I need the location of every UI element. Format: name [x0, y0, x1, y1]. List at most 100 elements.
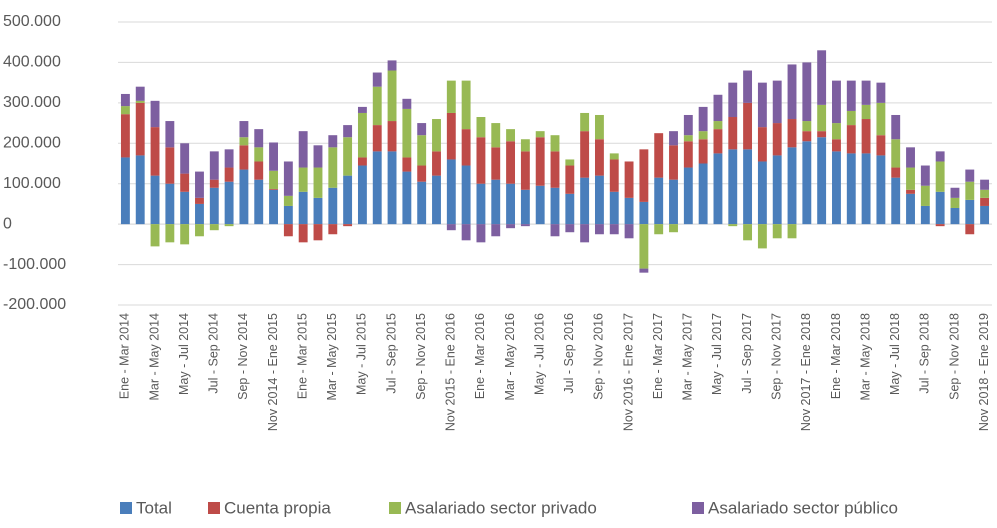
bar-segment	[683, 135, 693, 142]
bar-segment	[728, 82, 738, 118]
bar-segment	[935, 151, 945, 162]
x-tick-label: Ene - Mar 2014	[118, 313, 132, 399]
bar-segment	[861, 153, 871, 225]
legend-label: Asalariado sector público	[708, 498, 898, 517]
bar-segment	[654, 177, 664, 225]
legend-swatch	[389, 502, 401, 514]
bar-segment	[535, 137, 545, 186]
x-tick-label: Ene - Mar 2015	[295, 313, 309, 399]
bar-segment	[372, 72, 382, 87]
bar-segment	[624, 224, 634, 239]
bar-segment	[980, 179, 990, 190]
bar-segment	[476, 224, 486, 243]
bar-segment	[328, 147, 338, 188]
bar-segment	[757, 82, 767, 128]
bar-segment	[254, 161, 264, 180]
bar-segment	[920, 165, 930, 186]
bar-segment	[550, 224, 560, 237]
x-tick-label: Sep - Nov 2016	[592, 313, 606, 400]
bar-segment	[283, 205, 293, 225]
bar-segment	[787, 64, 797, 120]
bar-segment	[432, 151, 441, 176]
bar-segment	[461, 80, 471, 130]
bar-segment	[846, 153, 856, 225]
bar-segment	[891, 167, 901, 178]
bar-segment	[506, 129, 516, 142]
bar-segment	[817, 104, 827, 132]
bar-segment	[728, 224, 738, 227]
bar-segment	[728, 117, 738, 150]
bar-segment	[180, 143, 190, 174]
bar-segment	[357, 165, 367, 225]
y-tick-label: 200.000	[3, 135, 61, 152]
bar-segment	[328, 224, 338, 235]
x-tick-label: Nov 2015 - Ene 2016	[444, 313, 458, 431]
bar-segment	[298, 224, 308, 243]
x-tick-label: Sep - Nov 2017	[770, 313, 784, 400]
bar-segment	[387, 121, 397, 152]
bar-segment	[520, 151, 530, 190]
bar-segment	[698, 106, 708, 132]
bar-segment	[387, 151, 397, 225]
bar-segment	[565, 165, 575, 194]
bar-segment	[402, 108, 412, 158]
bar-segment	[683, 114, 693, 136]
x-tick-label: Ene - Mar 2016	[473, 313, 487, 399]
bar-segment	[861, 119, 871, 154]
bar-segment	[224, 224, 234, 227]
bar-segment	[772, 80, 782, 124]
bar-segment	[283, 195, 293, 206]
bar-segment	[165, 121, 175, 148]
bar-segment	[535, 185, 545, 225]
bar-segment	[876, 155, 886, 225]
bar-segment	[876, 135, 886, 156]
bar-segment	[432, 175, 441, 225]
legend-label: Asalariado sector privado	[405, 498, 597, 517]
bar-segment	[832, 139, 841, 152]
bar-segment	[150, 100, 160, 128]
bar-segment	[743, 102, 753, 150]
bar-segment	[150, 175, 160, 225]
bar-segment	[950, 207, 960, 225]
bar-segment	[446, 112, 456, 160]
y-tick-label: -200.000	[3, 296, 66, 313]
bar-segment	[520, 189, 530, 225]
bar-segment	[817, 131, 827, 138]
bar-segment	[357, 112, 367, 158]
bar-segment	[535, 131, 545, 138]
bar-segment	[950, 197, 960, 208]
bar-segment	[713, 153, 723, 225]
bar-segment	[906, 189, 915, 194]
bar-segment	[387, 70, 397, 122]
bar-segment	[417, 165, 427, 182]
bar-segment	[491, 179, 501, 225]
x-tick-label: Sep - Nov 2014	[236, 313, 250, 400]
bar-segment	[417, 123, 427, 136]
bar-segment	[491, 224, 501, 237]
x-tick-label: Nov 2017 - Ene 2018	[799, 313, 813, 431]
bar-segment	[772, 224, 782, 239]
bar-segment	[224, 167, 234, 182]
bar-segment	[269, 142, 278, 171]
bar-segment	[935, 224, 945, 227]
bar-segment	[209, 179, 219, 188]
bar-segment	[506, 141, 516, 184]
bar-segment	[609, 224, 619, 235]
bar-segment	[446, 80, 456, 113]
bar-segment	[891, 114, 901, 140]
bar-segment	[817, 50, 827, 105]
bar-segment	[906, 193, 915, 225]
bar-segment	[580, 224, 590, 243]
bar-segment	[298, 131, 308, 168]
bar-segment	[461, 165, 471, 225]
bar-segment	[950, 187, 960, 198]
bar-segment	[239, 145, 249, 170]
x-tick-label: May - Jul 2015	[355, 313, 369, 395]
legend-swatch	[208, 502, 220, 514]
x-tick-label: May - Jul 2016	[532, 313, 546, 395]
bar-segment	[743, 70, 753, 103]
legend-swatch	[120, 502, 132, 514]
bar-segment	[402, 157, 412, 172]
bar-segment	[580, 177, 590, 225]
